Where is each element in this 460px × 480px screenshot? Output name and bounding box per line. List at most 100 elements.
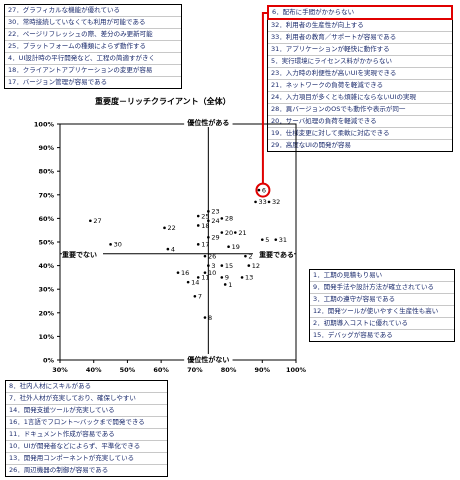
data-point bbox=[89, 219, 92, 223]
data-point bbox=[193, 294, 197, 298]
legend-item: 21．ネットワークの負荷を軽減できる bbox=[268, 80, 452, 92]
data-point-label: 30 bbox=[114, 241, 122, 249]
legend-item: 7．社外人材が充実しており、確保しやすい bbox=[6, 393, 167, 405]
data-point bbox=[227, 245, 230, 249]
list-bottom-left: 8．社内人材にスキルがある 7．社外人材が充実しており、確保しやすい 14．開発支援… bbox=[5, 380, 168, 477]
legend-item: 26．周辺機器の制御が容易である bbox=[9, 466, 109, 474]
quadrant-label-left: 重要でない bbox=[62, 250, 97, 259]
data-point bbox=[274, 238, 278, 241]
data-point bbox=[267, 200, 271, 204]
y-tick-label: 70% bbox=[38, 191, 54, 199]
legend-item: 14．開発支援ツールが充実している bbox=[6, 405, 167, 417]
list-top-left: 27．グラフィカルな機能が優れている 30．常時接続していなくても利用が可能である… bbox=[4, 4, 182, 89]
data-point bbox=[196, 243, 200, 246]
legend-item: 17．バージョン管理が容易である bbox=[8, 78, 108, 86]
data-point-label: 20 bbox=[225, 229, 233, 237]
legend-item: 12．開発ツールが使いやすく生産性も高い bbox=[310, 306, 454, 318]
y-tick-label: 30% bbox=[38, 286, 54, 294]
data-point bbox=[166, 247, 170, 251]
data-point-label: 7 bbox=[198, 293, 202, 301]
legend-item: 3．工期の遵守が容易である bbox=[310, 294, 454, 306]
x-tick-label: 90% bbox=[255, 366, 271, 374]
legend-item: 20．サーバ処理の負荷を軽減できる bbox=[268, 116, 452, 128]
y-tick-label: 100% bbox=[34, 121, 55, 129]
data-point bbox=[203, 254, 207, 258]
data-point bbox=[247, 264, 251, 267]
data-point-label: 32 bbox=[272, 198, 280, 206]
legend-item: 4．UI設計時の平行開発など、工程の简適すがきく bbox=[5, 53, 181, 65]
data-point-label: 11 bbox=[201, 274, 209, 282]
data-point bbox=[244, 254, 247, 258]
x-tick-label: 80% bbox=[221, 366, 237, 374]
data-point-label: 24 bbox=[211, 217, 219, 225]
legend-item: 9．開発手法や設計方法が確立されている bbox=[310, 282, 454, 294]
data-point bbox=[196, 276, 200, 279]
data-point bbox=[257, 188, 261, 192]
y-tick-label: 10% bbox=[38, 333, 54, 341]
list-top-right: 6．配布に手間がかからない 32．利用者の生産性が向上する 33．利用者の教育／サポ… bbox=[267, 5, 453, 152]
legend-item: 11．ドキュメント作成が容易である bbox=[6, 429, 167, 441]
data-point bbox=[220, 217, 224, 220]
data-point-label: 23 bbox=[211, 208, 219, 216]
x-tick-label: 60% bbox=[153, 366, 169, 374]
legend-item: 31．アプリケーションが軽快に動作する bbox=[268, 44, 452, 56]
y-tick-label: 90% bbox=[38, 144, 54, 152]
y-tick-label: 40% bbox=[38, 262, 54, 270]
x-tick-label: 70% bbox=[187, 366, 203, 374]
legend-item: 27．グラフィカルな機能が優れている bbox=[5, 5, 181, 17]
data-point-label: 10 bbox=[208, 269, 216, 277]
data-point bbox=[196, 214, 200, 218]
data-point-label: 1 bbox=[228, 281, 232, 289]
legend-item: 13．開発用コンポーネントが充実している bbox=[6, 453, 167, 465]
legend-item: 8．社内人材にスキルがある bbox=[6, 381, 167, 393]
y-tick-label: 80% bbox=[38, 168, 54, 176]
data-point bbox=[109, 243, 112, 246]
data-point-label: 16 bbox=[181, 269, 189, 277]
data-point bbox=[220, 264, 224, 267]
legend-item: 25．プラットフォームの種類によらず動作する bbox=[5, 41, 181, 53]
legend-item: 16．1言語でフロント～バックまで開発できる bbox=[6, 417, 167, 429]
data-point bbox=[220, 276, 224, 279]
data-point bbox=[223, 283, 227, 286]
data-point bbox=[240, 276, 244, 279]
data-point bbox=[203, 316, 207, 319]
data-point bbox=[207, 264, 210, 267]
x-tick-label: 30% bbox=[52, 366, 68, 374]
legend-item: 2．初期導入コストに優れている bbox=[310, 318, 454, 330]
legend-item: 15．デバッグが容易である bbox=[313, 331, 393, 339]
legend-item: 30．常時接続していなくても利用が可能である bbox=[5, 17, 181, 29]
legend-item: 28．異バージョンのOSでも動作や表示が同一 bbox=[268, 104, 452, 116]
list-mid-right: 1．工期の見積もり易い 9．開発手法や設計方法が確立されている 3．工期の遵守が容易… bbox=[309, 269, 455, 342]
data-point bbox=[260, 238, 264, 241]
y-tick-label: 20% bbox=[38, 309, 54, 317]
data-point-label: 17 bbox=[201, 241, 209, 249]
data-point bbox=[176, 271, 180, 274]
data-point bbox=[163, 226, 166, 230]
legend-item: 1．工期の見積もり易い bbox=[310, 270, 454, 282]
data-point-label: 6 bbox=[262, 186, 266, 194]
data-point-label: 4 bbox=[171, 245, 175, 253]
data-point-label: 22 bbox=[168, 224, 176, 232]
data-point-label: 27 bbox=[93, 217, 101, 225]
legend-item: 33．利用者の教育／サポートが容易である bbox=[268, 32, 452, 44]
legend-item: 24．入力項目が多くとも煩雑にならないUIの実現 bbox=[268, 92, 452, 104]
legend-item: 19．仕様変更に対して柔軟に対応できる bbox=[268, 128, 452, 140]
data-point-label: 5 bbox=[265, 236, 269, 244]
chart-title: 重要度－リッチクライアント（全体） bbox=[95, 97, 231, 106]
data-point-label: 9 bbox=[225, 274, 229, 282]
x-tick-label: 40% bbox=[86, 366, 102, 374]
legend-item: 18．クライアントアプリケーションの変更が容易 bbox=[5, 65, 181, 77]
legend-item: 32．利用者の生産性が向上する bbox=[268, 20, 452, 32]
quadrant-label-left-bg bbox=[62, 248, 103, 259]
data-point bbox=[207, 235, 210, 239]
data-point-label: 15 bbox=[225, 262, 233, 270]
data-point-label: 13 bbox=[245, 274, 253, 282]
x-tick-label: 100% bbox=[286, 366, 307, 374]
data-point-label: 31 bbox=[279, 236, 287, 244]
data-point bbox=[203, 271, 207, 274]
quadrant-label-top: 優位性がある bbox=[186, 118, 229, 127]
highlight-connector bbox=[261, 12, 269, 184]
data-point bbox=[234, 231, 237, 234]
data-point-label: 29 bbox=[211, 234, 219, 242]
